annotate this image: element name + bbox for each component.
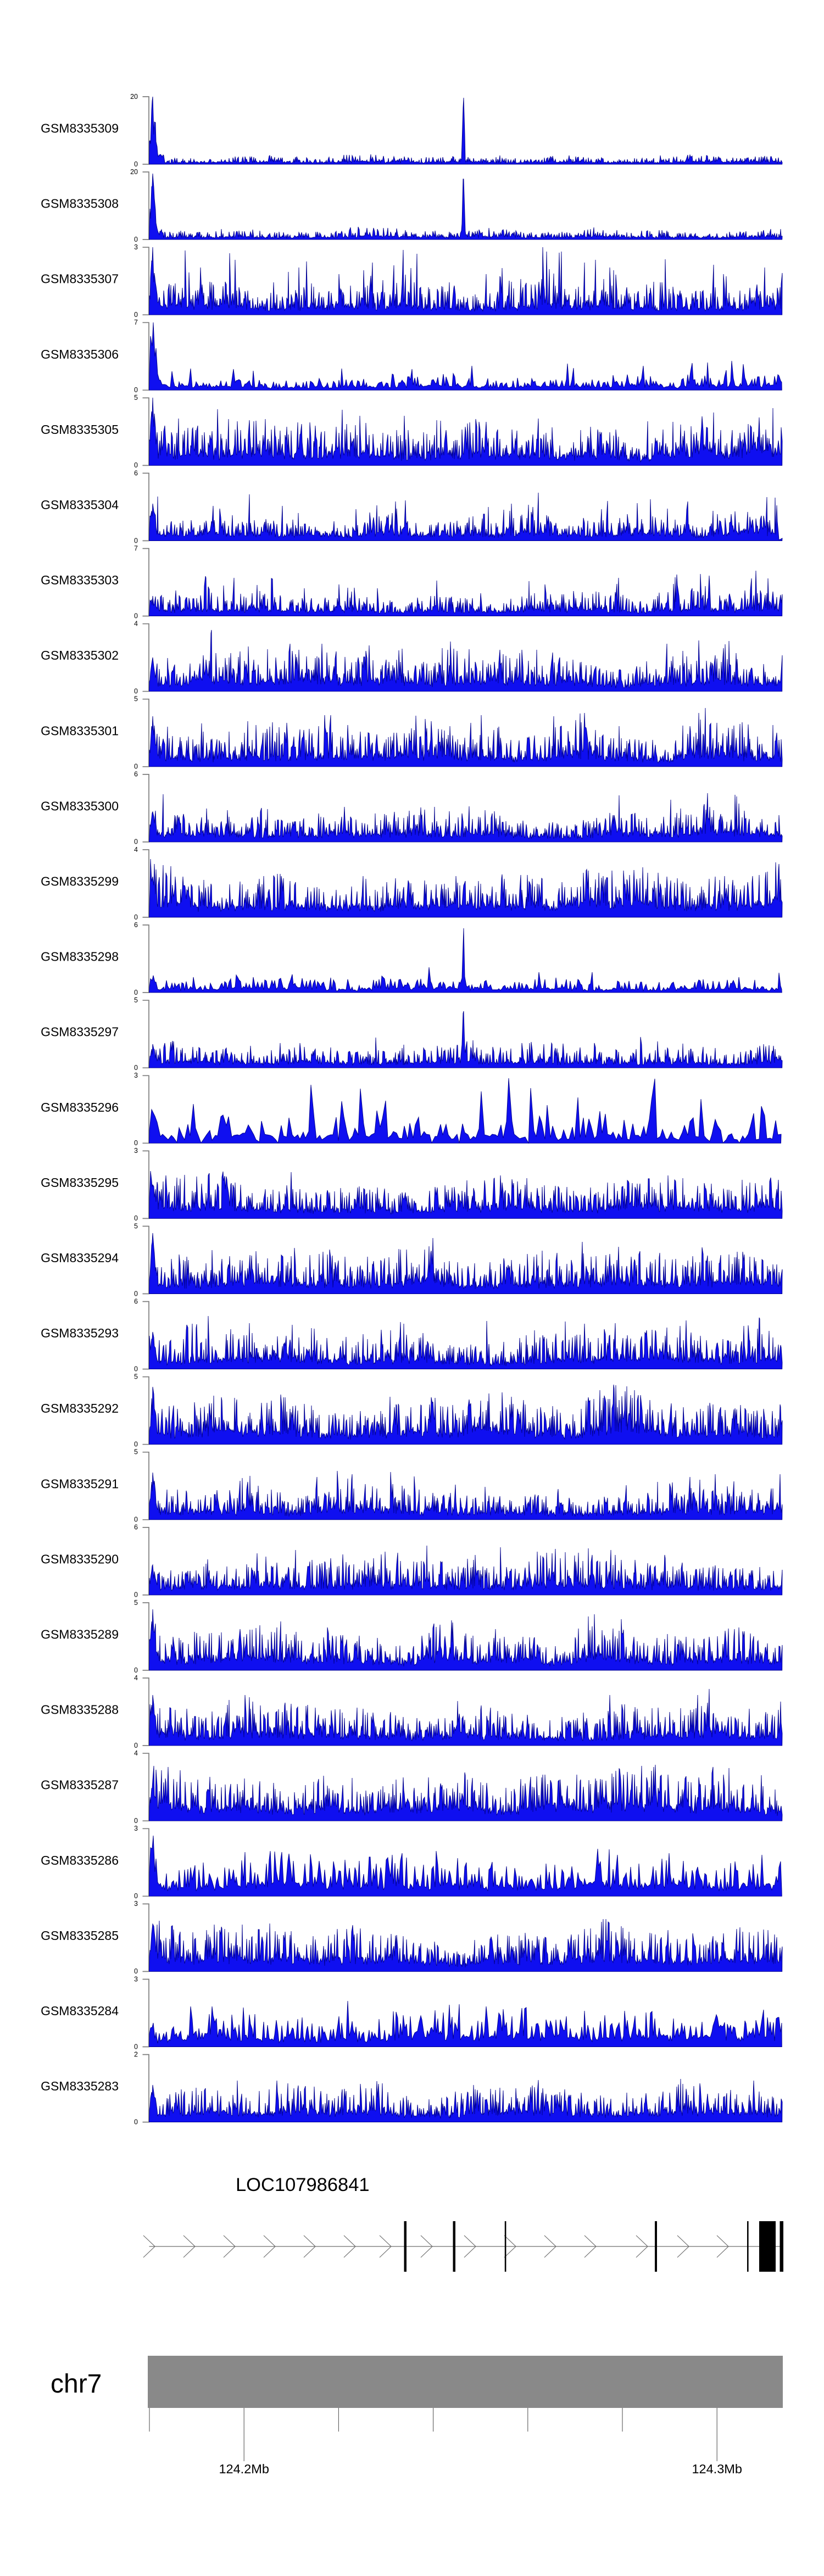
svg-text:GSM8335299: GSM8335299: [41, 874, 119, 889]
svg-text:5: 5: [134, 1448, 138, 1456]
svg-text:GSM8335286: GSM8335286: [41, 1853, 119, 1867]
svg-text:GSM8335298: GSM8335298: [41, 950, 119, 964]
svg-text:0: 0: [134, 2043, 138, 2050]
svg-text:3: 3: [134, 1975, 138, 1983]
svg-text:GSM8335288: GSM8335288: [41, 1703, 119, 1717]
svg-text:GSM8335287: GSM8335287: [41, 1778, 119, 1792]
svg-text:5: 5: [134, 996, 138, 1004]
svg-text:4: 4: [134, 1749, 138, 1757]
svg-text:5: 5: [134, 1222, 138, 1230]
svg-text:GSM8335292: GSM8335292: [41, 1401, 119, 1415]
svg-text:0: 0: [134, 989, 138, 996]
svg-text:0: 0: [134, 461, 138, 469]
svg-text:GSM8335308: GSM8335308: [41, 197, 119, 211]
svg-text:3: 3: [134, 1147, 138, 1155]
svg-text:0: 0: [134, 1591, 138, 1599]
svg-text:6: 6: [134, 771, 138, 778]
svg-text:5: 5: [134, 1599, 138, 1607]
svg-text:0: 0: [134, 386, 138, 394]
svg-text:0: 0: [134, 1214, 138, 1222]
svg-text:0: 0: [134, 236, 138, 243]
svg-text:20: 20: [130, 168, 138, 176]
svg-text:0: 0: [134, 1892, 138, 1900]
svg-text:6: 6: [134, 469, 138, 477]
svg-text:0: 0: [134, 1064, 138, 1072]
svg-text:124.3Mb: 124.3Mb: [692, 2462, 742, 2476]
svg-text:124.2Mb: 124.2Mb: [219, 2462, 269, 2476]
svg-text:GSM8335301: GSM8335301: [41, 723, 119, 738]
svg-text:GSM8335297: GSM8335297: [41, 1025, 119, 1039]
svg-text:GSM8335300: GSM8335300: [41, 799, 119, 813]
svg-text:GSM8335289: GSM8335289: [41, 1627, 119, 1642]
svg-text:0: 0: [134, 2118, 138, 2126]
svg-text:0: 0: [134, 1441, 138, 1448]
svg-text:0: 0: [134, 1139, 138, 1147]
svg-text:0: 0: [134, 311, 138, 319]
svg-text:GSM8335306: GSM8335306: [41, 347, 119, 361]
svg-text:GSM8335291: GSM8335291: [41, 1476, 119, 1491]
svg-text:0: 0: [134, 1290, 138, 1297]
svg-text:GSM8335296: GSM8335296: [41, 1100, 119, 1114]
svg-text:GSM8335295: GSM8335295: [41, 1175, 119, 1190]
svg-text:0: 0: [134, 913, 138, 921]
svg-text:GSM8335307: GSM8335307: [41, 272, 119, 286]
svg-text:0: 0: [134, 537, 138, 544]
svg-text:4: 4: [134, 1674, 138, 1682]
svg-text:2: 2: [134, 2050, 138, 2058]
svg-text:0: 0: [134, 1666, 138, 1674]
svg-text:0: 0: [134, 688, 138, 695]
svg-text:3: 3: [134, 1072, 138, 1079]
svg-text:3: 3: [134, 243, 138, 251]
svg-text:7: 7: [134, 544, 138, 552]
svg-text:3: 3: [134, 1825, 138, 1832]
svg-text:GSM8335285: GSM8335285: [41, 1928, 119, 1943]
svg-text:LOC107986841: LOC107986841: [236, 2174, 370, 2195]
svg-text:GSM8335309: GSM8335309: [41, 121, 119, 136]
svg-text:3: 3: [134, 1900, 138, 1908]
svg-text:GSM8335294: GSM8335294: [41, 1251, 119, 1265]
svg-text:5: 5: [134, 695, 138, 703]
svg-text:5: 5: [134, 1373, 138, 1381]
svg-text:0: 0: [134, 1742, 138, 1749]
svg-text:chr7: chr7: [51, 2369, 102, 2399]
svg-text:4: 4: [134, 620, 138, 628]
svg-text:0: 0: [134, 1516, 138, 1524]
svg-text:0: 0: [134, 1967, 138, 1975]
svg-text:0: 0: [134, 1365, 138, 1373]
svg-text:6: 6: [134, 1297, 138, 1305]
svg-text:20: 20: [130, 93, 138, 101]
svg-text:0: 0: [134, 160, 138, 168]
svg-text:GSM8335305: GSM8335305: [41, 422, 119, 437]
svg-text:7: 7: [134, 319, 138, 326]
svg-text:GSM8335290: GSM8335290: [41, 1552, 119, 1566]
svg-text:GSM8335303: GSM8335303: [41, 573, 119, 587]
svg-text:GSM8335284: GSM8335284: [41, 2004, 119, 2018]
svg-text:GSM8335293: GSM8335293: [41, 1326, 119, 1340]
svg-text:6: 6: [134, 921, 138, 929]
svg-text:0: 0: [134, 838, 138, 846]
svg-text:0: 0: [134, 763, 138, 771]
svg-text:GSM8335283: GSM8335283: [41, 2079, 119, 2093]
svg-text:5: 5: [134, 394, 138, 402]
svg-text:0: 0: [134, 1817, 138, 1825]
svg-text:GSM8335304: GSM8335304: [41, 498, 119, 512]
svg-text:0: 0: [134, 612, 138, 620]
svg-text:4: 4: [134, 846, 138, 854]
svg-text:6: 6: [134, 1524, 138, 1531]
svg-text:GSM8335302: GSM8335302: [41, 648, 119, 662]
